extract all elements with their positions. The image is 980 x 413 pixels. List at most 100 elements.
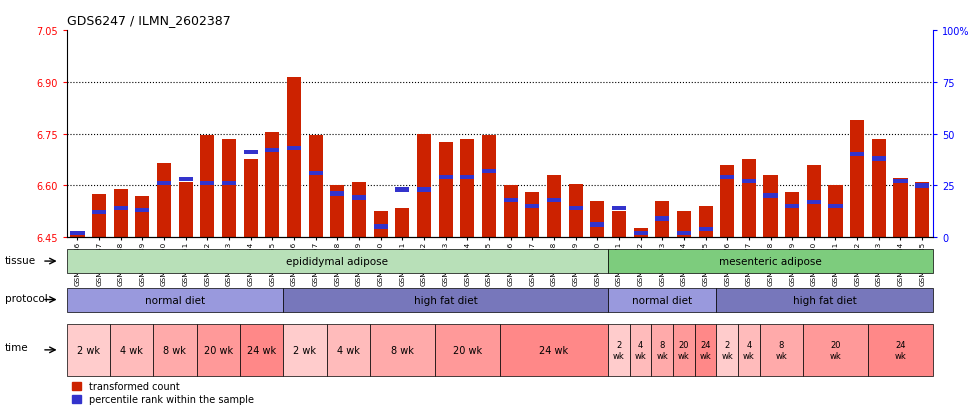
- Bar: [416, 188, 431, 192]
- Bar: [373, 212, 388, 237]
- Bar: [785, 204, 800, 209]
- Bar: [266, 133, 279, 237]
- Text: epididymal adipose: epididymal adipose: [286, 256, 388, 266]
- Bar: [244, 151, 258, 155]
- Text: 2 wk: 2 wk: [293, 345, 317, 355]
- Text: protocol: protocol: [5, 294, 48, 304]
- Bar: [850, 153, 864, 157]
- Bar: [330, 186, 344, 237]
- Bar: [135, 209, 150, 213]
- Bar: [828, 186, 843, 237]
- Text: 24 wk: 24 wk: [539, 345, 568, 355]
- Bar: [352, 183, 367, 237]
- Bar: [200, 182, 215, 186]
- Text: high fat diet: high fat diet: [793, 295, 857, 305]
- Bar: [461, 176, 474, 180]
- Text: 4
wk: 4 wk: [635, 340, 647, 360]
- Bar: [612, 206, 626, 211]
- Bar: [222, 140, 236, 237]
- Bar: [656, 202, 669, 237]
- Bar: [894, 179, 907, 237]
- Text: 8
wk: 8 wk: [657, 340, 668, 360]
- Text: 2
wk: 2 wk: [613, 340, 625, 360]
- Bar: [807, 200, 821, 204]
- Bar: [287, 147, 301, 151]
- Bar: [114, 206, 127, 211]
- Bar: [439, 176, 453, 180]
- Text: 24
wk: 24 wk: [700, 340, 711, 360]
- Bar: [872, 157, 886, 161]
- Bar: [590, 202, 605, 237]
- Bar: [590, 223, 605, 227]
- Bar: [309, 171, 322, 176]
- Bar: [504, 198, 517, 202]
- Text: 20 wk: 20 wk: [204, 345, 233, 355]
- Bar: [157, 164, 172, 237]
- Bar: [807, 165, 821, 237]
- Text: 4
wk: 4 wk: [743, 340, 755, 360]
- Bar: [71, 231, 84, 235]
- Bar: [915, 184, 929, 188]
- Bar: [915, 183, 929, 237]
- Bar: [785, 193, 800, 237]
- Bar: [612, 212, 626, 237]
- Text: 20
wk: 20 wk: [830, 340, 842, 360]
- Bar: [157, 182, 172, 186]
- Bar: [330, 192, 344, 196]
- Bar: [92, 211, 106, 215]
- Bar: [266, 149, 279, 153]
- Text: GDS6247 / ILMN_2602387: GDS6247 / ILMN_2602387: [67, 14, 230, 27]
- Text: 4 wk: 4 wk: [337, 345, 360, 355]
- Bar: [525, 204, 539, 209]
- Bar: [656, 217, 669, 221]
- Bar: [633, 229, 648, 237]
- Bar: [828, 204, 843, 209]
- Bar: [872, 140, 886, 237]
- Bar: [547, 176, 561, 237]
- Bar: [568, 206, 583, 211]
- Bar: [416, 134, 431, 237]
- Bar: [222, 182, 236, 186]
- Bar: [742, 160, 756, 237]
- Bar: [763, 194, 777, 198]
- Bar: [114, 189, 127, 237]
- Text: normal diet: normal diet: [632, 295, 692, 305]
- Bar: [677, 231, 691, 235]
- Text: 2
wk: 2 wk: [721, 340, 733, 360]
- Bar: [395, 188, 410, 192]
- Text: time: time: [5, 342, 28, 352]
- Bar: [461, 140, 474, 237]
- Text: 8 wk: 8 wk: [391, 345, 414, 355]
- Bar: [699, 206, 712, 237]
- Bar: [178, 183, 193, 237]
- Bar: [309, 136, 322, 237]
- Text: 24
wk: 24 wk: [895, 340, 906, 360]
- Text: tissue: tissue: [5, 255, 36, 265]
- Bar: [178, 178, 193, 182]
- Text: 20
wk: 20 wk: [678, 340, 690, 360]
- Bar: [244, 160, 258, 237]
- Text: 8
wk: 8 wk: [775, 340, 787, 360]
- Bar: [395, 208, 410, 237]
- Bar: [699, 227, 712, 231]
- Legend: transformed count, percentile rank within the sample: transformed count, percentile rank withi…: [72, 381, 254, 404]
- Bar: [633, 231, 648, 235]
- Bar: [482, 136, 496, 237]
- Bar: [92, 195, 106, 237]
- Text: 24 wk: 24 wk: [247, 345, 276, 355]
- Text: normal diet: normal diet: [145, 295, 205, 305]
- Bar: [71, 236, 84, 237]
- Bar: [547, 198, 561, 202]
- Bar: [482, 169, 496, 173]
- Text: 20 wk: 20 wk: [453, 345, 482, 355]
- Bar: [894, 180, 907, 184]
- Bar: [439, 143, 453, 237]
- Text: 4 wk: 4 wk: [121, 345, 143, 355]
- Bar: [850, 121, 864, 237]
- Text: 2 wk: 2 wk: [76, 345, 100, 355]
- Text: high fat diet: high fat diet: [414, 295, 477, 305]
- Bar: [763, 176, 777, 237]
- Text: mesenteric adipose: mesenteric adipose: [719, 256, 822, 266]
- Bar: [352, 196, 367, 200]
- Bar: [373, 225, 388, 229]
